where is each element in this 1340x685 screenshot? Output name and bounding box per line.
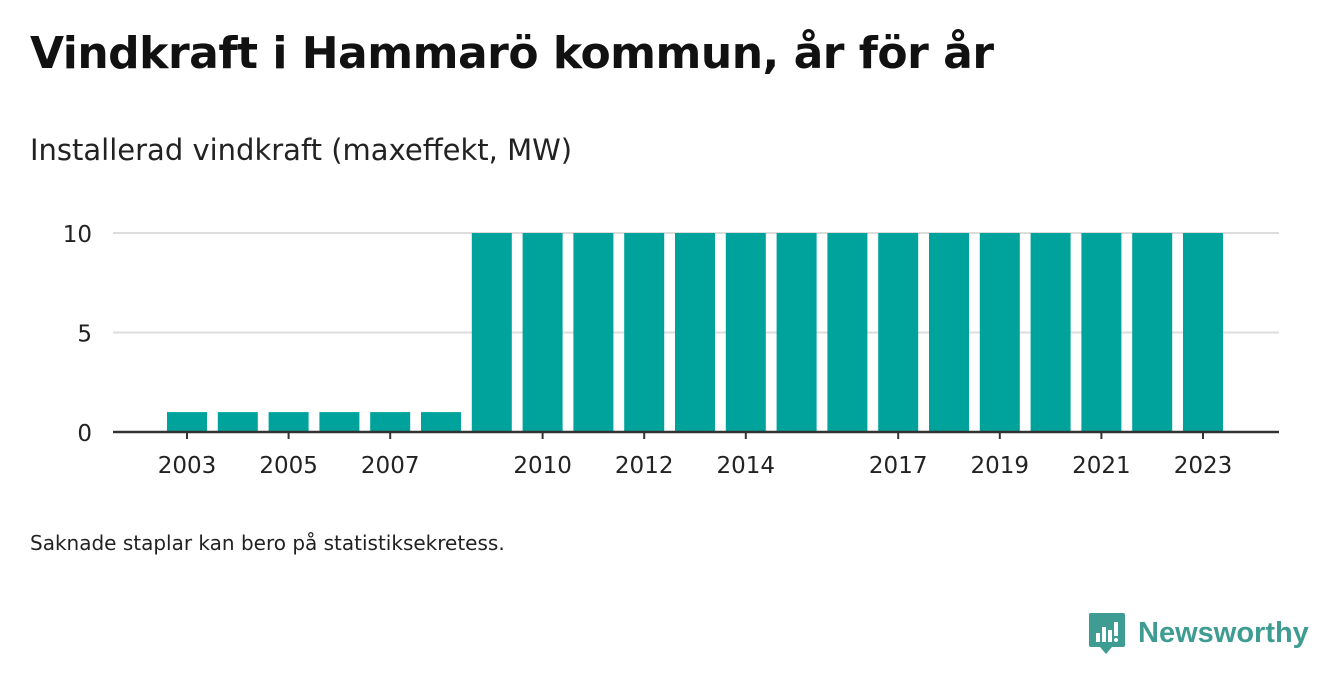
bar-2018 (929, 233, 969, 432)
bar-2023 (1183, 233, 1223, 432)
brand-name: Newsworthy (1138, 616, 1309, 649)
bar-2016 (827, 233, 868, 432)
x-tick-label: 2019 (971, 453, 1030, 479)
bar-2010 (522, 233, 563, 432)
bar-2019 (979, 233, 1020, 432)
bar-2015 (776, 233, 817, 432)
footnote: Saknade staplar kan bero på statistiksek… (30, 531, 505, 555)
x-tick-label: 2010 (513, 453, 572, 479)
bar-2017 (878, 233, 919, 432)
x-tick-label: 2023 (1174, 453, 1233, 479)
x-tick-label: 2012 (615, 453, 674, 479)
y-tick-label: 10 (63, 222, 92, 248)
bar-2011 (573, 233, 614, 432)
bar-2012 (624, 233, 665, 432)
x-tick-label: 2005 (259, 453, 318, 479)
bar-2013 (675, 233, 715, 432)
bar-2009 (471, 233, 512, 432)
bar-2008 (421, 412, 461, 432)
bar-chart: 0 5 10 2003 2005 2007 2010 2012 2014 2017 2019 202… (63, 222, 1279, 479)
x-tick-label: 2021 (1072, 453, 1131, 479)
y-axis-ticks: 0 5 10 (63, 222, 92, 447)
bar-2003 (167, 412, 207, 432)
x-tick-label: 2007 (361, 453, 420, 479)
brand-logo[interactable]: Newsworthy (1088, 611, 1309, 655)
x-tick-label: 2014 (717, 453, 776, 479)
y-tick-label: 5 (77, 322, 92, 348)
chart-title: Vindkraft i Hammarö kommun, år för år (30, 28, 994, 79)
x-tick-label: 2003 (158, 453, 217, 479)
bar-2021 (1081, 233, 1122, 432)
bar-2005 (268, 412, 309, 432)
y-tick-label: 0 (77, 421, 92, 447)
bar-2006 (319, 412, 360, 432)
x-tick-label: 2017 (869, 453, 928, 479)
bar-2004 (217, 412, 258, 432)
bar-2022 (1132, 233, 1173, 432)
bar-2020 (1030, 233, 1071, 432)
bars (167, 233, 1223, 432)
newsworthy-logo-icon (1089, 613, 1125, 654)
x-axis-ticks: 2003 2005 2007 2010 2012 2014 2017 2019 2021 2023 (158, 432, 1233, 479)
bar-2007 (370, 412, 411, 432)
chart-subtitle: Installerad vindkraft (maxeffekt, MW) (30, 133, 573, 167)
bar-2014 (725, 233, 766, 432)
